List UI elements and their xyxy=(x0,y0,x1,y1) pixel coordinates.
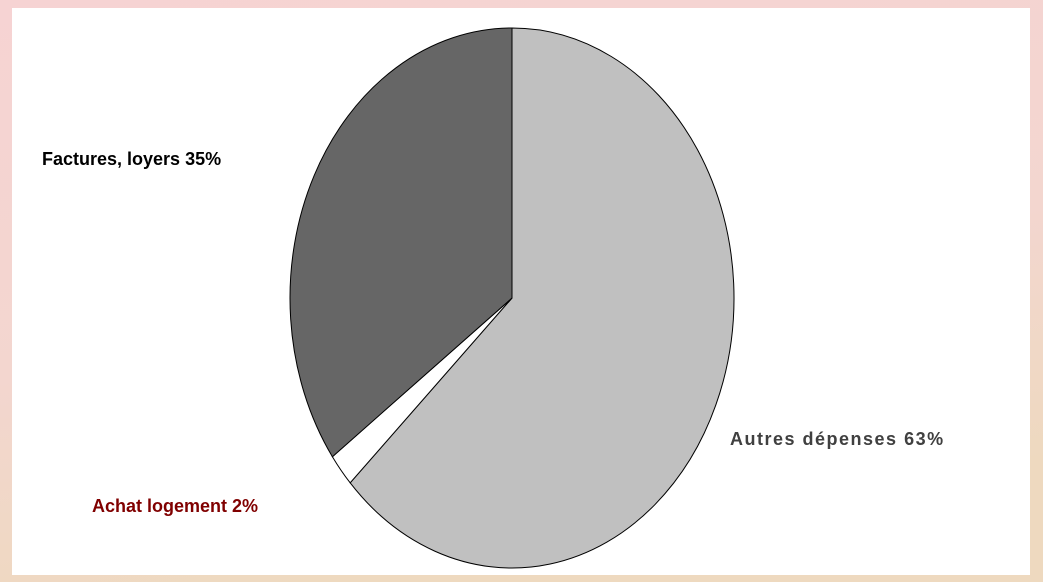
slice-category: Autres dépenses xyxy=(730,429,898,449)
slice-label: Factures, loyers 35% xyxy=(42,149,221,169)
pie-slice xyxy=(289,27,513,458)
slice-value-label: 35% xyxy=(185,149,221,169)
slice-value-label: 63% xyxy=(904,429,945,449)
slice-label: Autres dépenses 63% xyxy=(730,429,945,449)
pie-slice xyxy=(349,27,735,569)
slice-label: Achat logement 2% xyxy=(92,496,258,516)
slice-category: Achat logement xyxy=(92,496,227,516)
slice-value-label: 2% xyxy=(232,496,258,516)
slice-category: Factures, loyers xyxy=(42,149,180,169)
